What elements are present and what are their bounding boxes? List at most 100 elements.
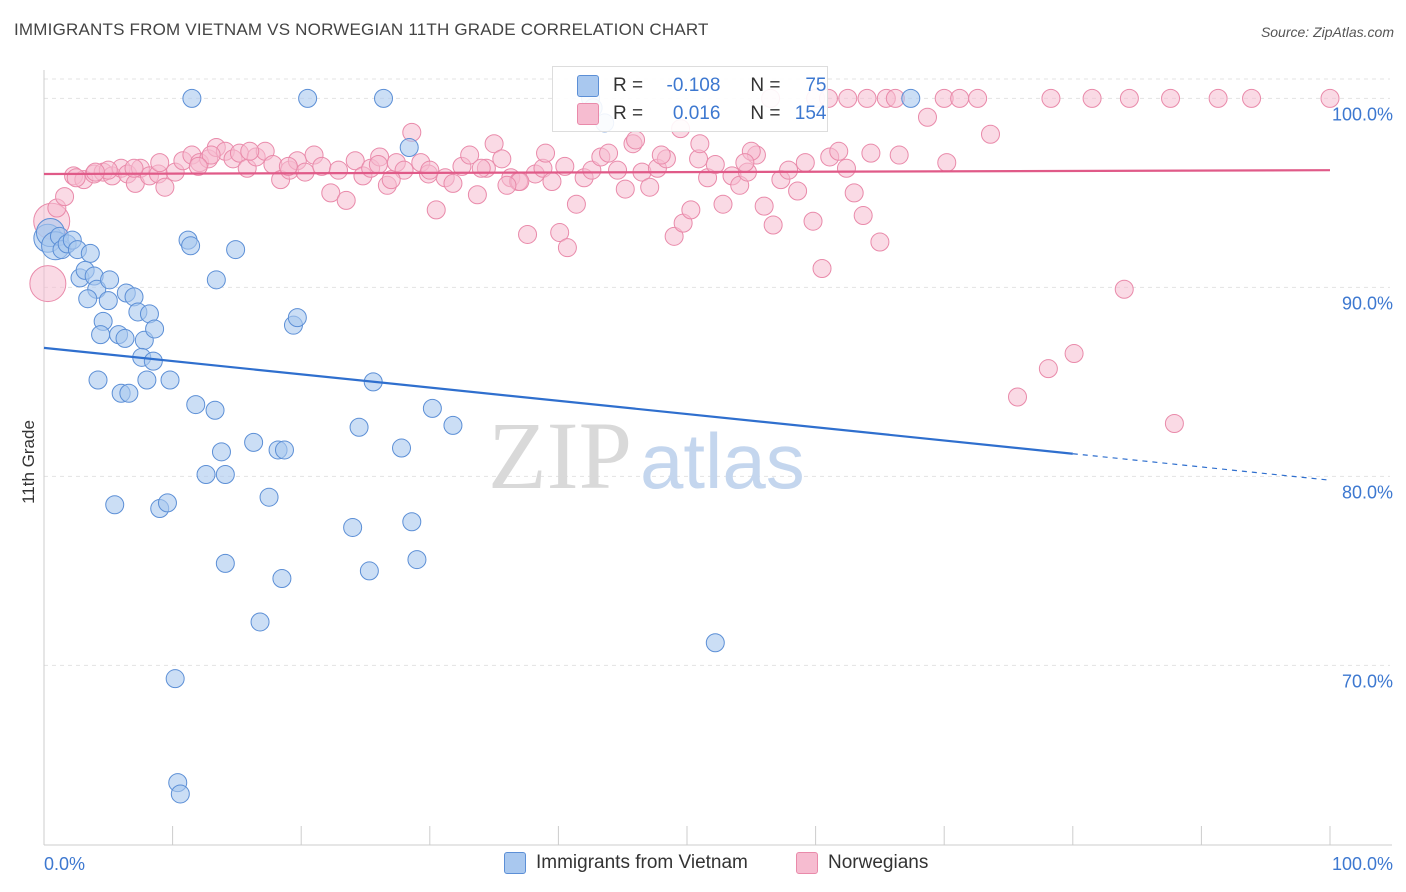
norwegians-point [1161, 88, 1181, 108]
vietnam-point [196, 465, 216, 485]
vietnam-point [244, 432, 264, 452]
stats-legend: R = -0.108 N = 75 R = 0.016 N = 154 [552, 66, 828, 132]
norwegians-point [1064, 344, 1084, 364]
norwegians-point [640, 177, 660, 197]
n-label: N = [750, 103, 781, 124]
norwegians-point [1038, 359, 1058, 379]
norwegians-point [29, 265, 67, 303]
legend-item-vietnam[interactable]: Immigrants from Vietnam [504, 852, 748, 874]
norwegians-point [889, 145, 909, 165]
norwegians-point [150, 153, 170, 173]
norwegians-point [681, 200, 701, 220]
watermark-zip: ZIP [488, 402, 632, 509]
norwegians-point [829, 141, 849, 161]
norwegians-points [29, 88, 1340, 433]
vietnam-point [422, 398, 442, 418]
legend-label-vietnam: Immigrants from Vietnam [536, 852, 748, 873]
norwegians-point [336, 190, 356, 210]
trend-lines [43, 169, 1331, 481]
norwegians-point [426, 200, 446, 220]
norwegians-point [492, 149, 512, 169]
norwegians-point [950, 88, 970, 108]
norwegians-point [870, 232, 890, 252]
norwegians-point [368, 155, 388, 175]
norwegians-point [980, 124, 1000, 144]
norwegians-point [1320, 88, 1340, 108]
norwegians-point [443, 173, 463, 193]
stats-swatch-norwegians [577, 103, 599, 125]
norwegians-point [536, 143, 556, 163]
legend-label-norwegians: Norwegians [828, 852, 929, 873]
norwegians-point [763, 215, 783, 235]
legend-item-norwegians[interactable]: Norwegians [796, 852, 928, 874]
norwegians-point [542, 172, 562, 192]
norwegians-point [713, 194, 733, 214]
norwegians-point [295, 162, 315, 182]
axis-labels: 70.0% 80.0% 90.0% 100.0% 0.0% 100.0% 11th Grad… [19, 104, 1393, 874]
source-label: Source: ZipAtlas.com [1260, 24, 1394, 40]
vietnam-point [145, 319, 165, 339]
x-tick-label-min: 0.0% [44, 854, 85, 874]
y-tick-label: 100.0% [1332, 104, 1393, 124]
norwegians-point [1114, 279, 1134, 299]
vietnam-point [206, 270, 226, 290]
norwegians-point [201, 145, 221, 165]
norwegians-point [1082, 88, 1102, 108]
stats-row-vietnam: R = -0.108 N = 75 [577, 73, 827, 99]
norwegians-point [838, 88, 858, 108]
axes [43, 70, 1392, 846]
vietnam-point [181, 236, 201, 256]
norwegians-point [1041, 88, 1061, 108]
vietnam-point [91, 325, 111, 345]
y-axis-label: 11th Grade [19, 420, 38, 504]
vietnam-point [115, 328, 135, 348]
vietnam-point [88, 370, 108, 390]
vietnam-point [705, 633, 725, 653]
vietnam-point [272, 568, 292, 588]
vietnam-point [287, 308, 307, 328]
norwegians-point [1119, 88, 1139, 108]
norwegians-point [460, 145, 480, 165]
vietnam-point [399, 138, 419, 157]
norwegians-point [599, 143, 619, 163]
norwegians-point [1164, 413, 1184, 433]
norwegians-point [471, 158, 491, 178]
norwegians-point [705, 155, 725, 175]
vietnam-point [374, 88, 394, 108]
y-tick-label: 90.0% [1342, 293, 1393, 313]
bottom-legend: Immigrants from Vietnam Norwegians [0, 852, 1406, 878]
norwegians-point [188, 156, 208, 176]
norwegians-point [861, 143, 881, 163]
vietnam-trend-line [43, 346, 1073, 455]
vietnam-point [205, 400, 225, 420]
vietnam-point [392, 438, 412, 458]
vietnam-point [78, 289, 98, 309]
n-value: 75 [805, 75, 827, 96]
norwegians-point [240, 141, 260, 161]
norwegians-point [328, 160, 348, 180]
norwegians-point [518, 224, 538, 244]
vietnam-point [298, 88, 318, 108]
watermark: ZIP atlas [488, 402, 805, 509]
stats-row-norwegians: R = 0.016 N = 154 [577, 101, 827, 127]
norwegians-point [1242, 88, 1262, 108]
vietnam-point [407, 550, 427, 570]
norwegians-point [968, 88, 988, 108]
r-value: 0.016 [672, 103, 721, 124]
vietnam-trend-extension [1072, 453, 1331, 481]
norwegians-point [345, 151, 365, 171]
r-value: -0.108 [666, 75, 721, 96]
norwegians-point [779, 160, 799, 180]
norwegians-point [85, 162, 105, 182]
norwegians-point [788, 181, 808, 201]
r-label: R = [613, 75, 644, 96]
norwegians-point [566, 194, 586, 214]
vietnam-point [160, 370, 180, 390]
norwegians-point [836, 158, 856, 178]
norwegians-point [497, 175, 517, 195]
vietnam-point [80, 243, 100, 263]
vietnam-point [98, 291, 118, 311]
vietnam-point [170, 784, 190, 804]
vietnam-point [349, 417, 369, 437]
